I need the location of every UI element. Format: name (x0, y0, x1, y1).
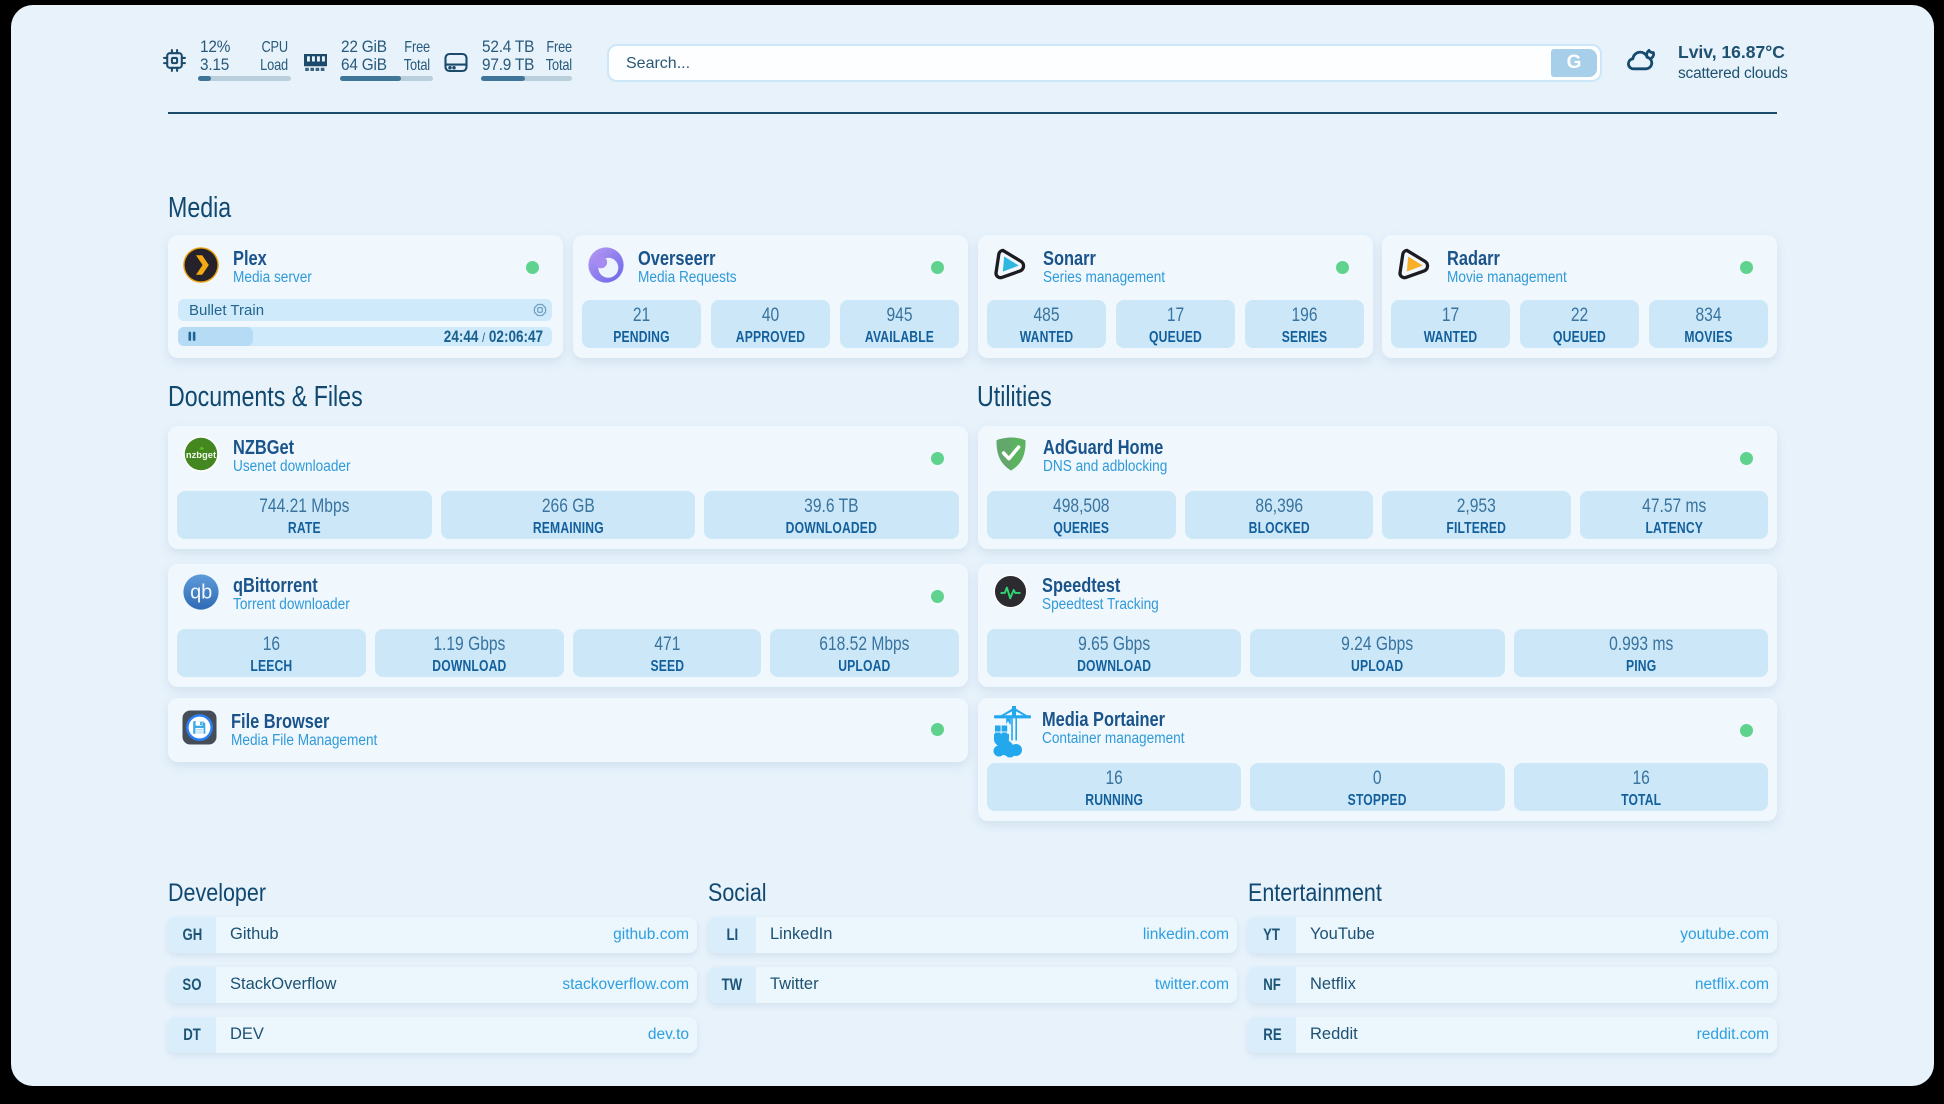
svg-text:nzbget: nzbget (186, 449, 216, 460)
svg-text:qb: qb (190, 582, 212, 604)
